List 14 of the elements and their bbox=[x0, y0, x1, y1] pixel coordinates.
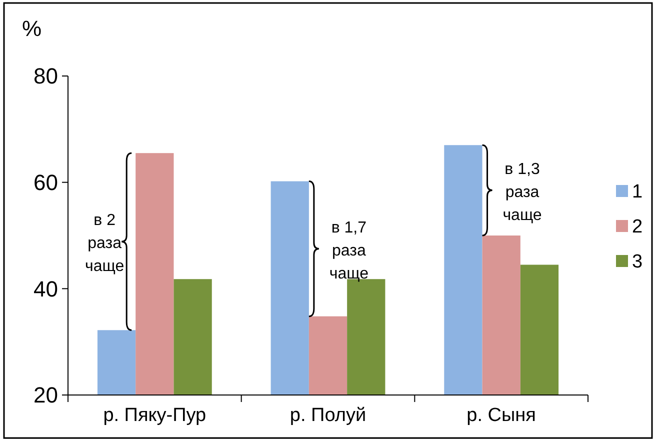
annotation: в 1,3 раза чаще bbox=[502, 160, 542, 224]
legend-label: 1 bbox=[632, 182, 643, 203]
annotation: в 2 раза чаще bbox=[85, 212, 124, 276]
y-tick-label: 80 bbox=[34, 64, 58, 89]
legend-label: 2 bbox=[632, 216, 643, 238]
y-tick-label: 60 bbox=[34, 170, 58, 196]
annotation: в 1,7 раза чаще bbox=[329, 219, 369, 282]
x-tick-label: р. Сыня bbox=[466, 405, 536, 426]
x-tick-label: р. Пяку-Пур bbox=[103, 405, 206, 426]
y-tick-label: 20 bbox=[34, 382, 58, 408]
x-tick-label: р. Полуй bbox=[290, 405, 366, 426]
y-tick-label: 40 bbox=[34, 276, 58, 302]
y-axis-title: % bbox=[22, 16, 42, 41]
legend-label: 3 bbox=[632, 252, 643, 273]
